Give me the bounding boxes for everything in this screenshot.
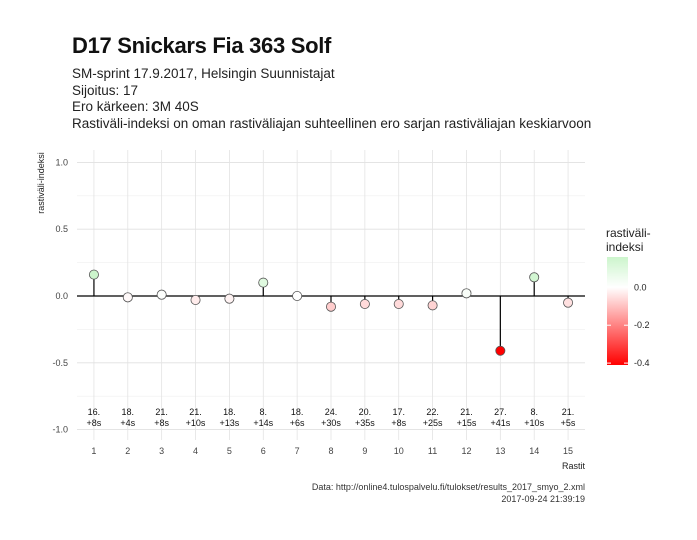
lollipop-point [461,288,472,299]
control-rank-label: 21. [189,407,202,417]
grid-lines [77,150,585,440]
chart-title: D17 Snickars Fia 363 Solf [72,33,332,58]
control-diff-label: +30s [321,418,341,428]
control-rank-label: 18. [122,407,135,417]
lollipop-point [563,297,574,308]
control-diff-label: +41s [490,418,510,428]
lollipop-point [427,300,438,311]
x-tick-label: 6 [261,446,266,456]
y-tick-label: -1.0 [52,425,68,435]
lollipop-point [359,299,370,310]
control-rank-label: 27. [494,407,507,417]
y-axis-ticks: 1.0 0.5 0.0 -0.5 -1.0 [52,157,68,434]
control-diff-label: +5s [561,418,576,428]
control-rank-label: 24. [325,407,338,417]
x-tick-label: 1 [91,446,96,456]
control-rank-label: 20. [359,407,372,417]
y-tick-label: 0.0 [55,291,68,301]
x-axis-ticks: 1 2 3 4 5 6 7 8 9 10 11 12 13 14 15 [91,446,573,456]
control-diff-label: +8s [391,418,406,428]
control-rank-label: 21. [562,407,575,417]
control-rank-label: 8. [530,407,538,417]
subtitle-line: Ero kärkeen: 3M 40S [72,99,199,114]
control-diff-label: +10s [524,418,544,428]
x-tick-label: 13 [495,446,505,456]
control-rank-label: 21. [155,407,168,417]
lollipop-point [292,290,303,301]
y-axis-title: rastiväli-indeksi [36,152,46,214]
y-tick-label: -0.5 [52,358,68,368]
lollipop-point [88,269,99,280]
x-tick-label: 8 [328,446,333,456]
lollipop-point [190,295,201,306]
x-tick-label: 2 [125,446,130,456]
x-tick-label: 9 [362,446,367,456]
control-rank-label: 22. [426,407,439,417]
subtitle-line: Sijoitus: 17 [72,82,139,98]
control-diff-label: +8s [154,418,169,428]
x-tick-label: 3 [159,446,164,456]
subtitle-line: Rastiväli-indeksi on oman rastiväliajan … [72,115,592,131]
x-axis-title: Rastit [562,461,586,471]
lollipop-point [529,272,540,283]
control-diff-label: +25s [423,418,443,428]
x-tick-label: 11 [428,446,437,456]
lollipop-point [325,301,336,312]
legend-tick-label: -0.4 [634,358,650,368]
lollipop-point [122,292,133,303]
chart-subtitle: SM-sprint 17.9.2017, Helsingin Suunnista… [72,66,591,132]
x-tick-label: 14 [529,446,539,456]
lollipop-point [224,293,235,304]
control-rank-label: 16. [88,407,101,417]
data-marks [88,269,574,356]
control-rank-label: 18. [223,407,236,417]
control-diff-label: +4s [120,418,135,428]
legend-colorbar [607,257,628,365]
control-diff-label: +8s [87,418,102,428]
y-tick-label: 1.0 [55,157,68,167]
x-tick-label: 4 [193,446,198,456]
control-annotations: 16.+8s18.+4s21.+8s21.+10s18.+13s8.+14s18… [87,407,576,428]
legend-title-line: rastiväli- [606,226,651,240]
control-diff-label: +6s [290,418,305,428]
x-tick-label: 15 [563,446,573,456]
lollipop-point [495,345,506,356]
x-tick-label: 5 [227,446,232,456]
x-tick-label: 12 [461,446,471,456]
control-rank-label: 18. [291,407,304,417]
control-rank-label: 21. [460,407,473,417]
legend-tick-label: 0.0 [634,282,647,292]
caption-timestamp: 2017-09-24 21:39:19 [501,494,585,504]
control-rank-label: 17. [392,407,405,417]
y-tick-label: 0.5 [55,224,68,234]
caption-source: Data: http://online4.tulospalvelu.fi/tul… [312,482,585,492]
x-tick-label: 7 [295,446,300,456]
x-tick-label: 10 [394,446,404,456]
legend-title-line: indeksi [606,240,643,254]
control-diff-label: +14s [253,418,273,428]
legend-tick-label: -0.2 [634,320,650,330]
control-rank-label: 8. [260,407,268,417]
control-diff-label: +13s [220,418,240,428]
control-diff-label: +35s [355,418,375,428]
lollipop-point [258,277,269,288]
legend: rastiväli- indeksi 0.0 -0.2 -0.4 [606,226,651,368]
lollipop-point [156,289,167,300]
legend-ticks: 0.0 -0.2 -0.4 [607,282,650,368]
lollipop-point [393,299,404,310]
control-diff-label: +10s [186,418,206,428]
control-diff-label: +15s [457,418,477,428]
subtitle-line: SM-sprint 17.9.2017, Helsingin Suunnista… [72,66,335,81]
